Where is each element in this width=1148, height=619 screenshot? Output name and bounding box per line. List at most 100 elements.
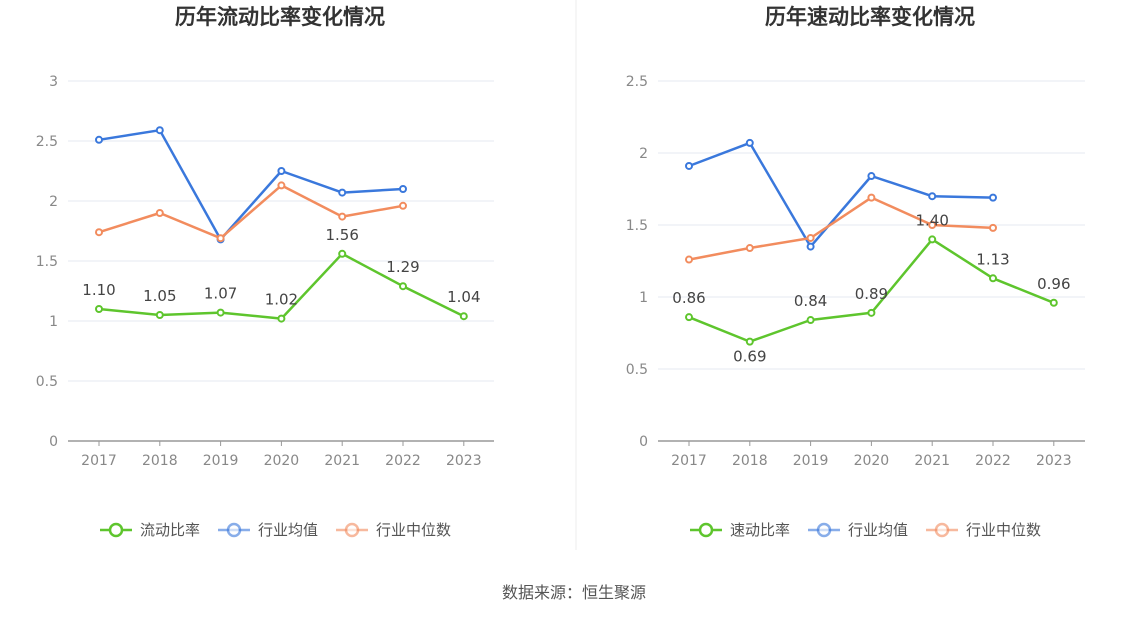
y-tick-label: 0: [49, 434, 58, 450]
series-line-2: [688, 196, 994, 261]
data-point: [459, 312, 468, 321]
data-label: 0.84: [794, 292, 827, 310]
y-tick-label: 1.5: [626, 218, 648, 234]
data-label: 0.89: [855, 285, 888, 303]
data-label: 1.07: [204, 285, 237, 303]
series-line-1: [688, 141, 994, 248]
data-point: [989, 193, 997, 202]
x-tick-label: 2018: [732, 453, 768, 469]
legend-label: 流动比率: [140, 521, 200, 539]
y-tick-label: 2.5: [36, 134, 58, 150]
data-point: [806, 242, 815, 251]
x-tick-label: 2023: [1036, 453, 1072, 469]
data-point: [216, 308, 225, 317]
data-point: [867, 172, 876, 181]
legend-label: 行业中位数: [966, 521, 1041, 539]
data-point: [155, 126, 164, 135]
data-label: 0.69: [733, 348, 766, 366]
legend-label: 行业均值: [848, 521, 908, 539]
data-point: [338, 188, 347, 197]
legend-swatch-marker: [816, 522, 832, 538]
series-line-2: [98, 184, 404, 240]
data-point: [928, 235, 937, 244]
data-point: [95, 228, 103, 237]
y-tick-label: 1: [49, 314, 58, 330]
legend-label: 速动比率: [730, 521, 790, 539]
y-tick-label: 2: [639, 146, 648, 162]
data-point: [745, 138, 754, 147]
current-ratio-chart: 历年流动比率变化情况 0 0.5 1 1.5 2 2.5 3 2017 2018 2019 2020…: [36, 5, 494, 539]
data-point: [806, 316, 815, 325]
legend-swatch-marker: [344, 522, 360, 538]
data-label: 1.40: [915, 211, 948, 229]
data-point: [928, 221, 937, 229]
data-label: 0.96: [1037, 275, 1070, 293]
x-tick-label: 2023: [446, 453, 482, 469]
legend-swatch-marker: [226, 522, 242, 538]
legend-label: 行业中位数: [376, 521, 451, 539]
legend-swatch-marker: [698, 522, 714, 538]
x-tick-label: 2019: [203, 453, 239, 469]
y-tick-label: 0: [639, 434, 648, 450]
data-point: [399, 282, 407, 291]
data-label: 0.86: [672, 289, 705, 307]
data-source-note: 数据来源：恒生聚源: [502, 583, 646, 602]
x-tick-label: 2020: [854, 453, 890, 469]
x-tick-label: 2021: [324, 453, 360, 469]
data-point: [745, 337, 754, 346]
y-tick-label: 0.5: [36, 374, 58, 390]
legend-label: 行业均值: [258, 521, 318, 539]
y-tick-label: 0.5: [626, 362, 648, 378]
x-tick-label: 2022: [385, 453, 421, 469]
quick-ratio-chart: 历年速动比率变化情况 0 0.5 1 1.5 2 2.5 2017 2018 2019 2020 2…: [626, 5, 1085, 539]
data-point: [685, 255, 693, 264]
y-tick-label: 3: [49, 74, 58, 90]
data-point: [745, 244, 754, 253]
data-point: [989, 274, 997, 283]
y-tick-label: 2: [49, 194, 58, 210]
data-point: [277, 181, 286, 190]
x-tick-label: 2020: [264, 453, 300, 469]
legend-swatch-marker: [108, 522, 124, 538]
data-label: 1.10: [82, 281, 115, 299]
x-tick-label: 2018: [142, 453, 178, 469]
data-point: [155, 311, 164, 319]
data-point: [867, 193, 876, 202]
data-point: [338, 249, 347, 258]
x-tick-label: 2017: [81, 453, 117, 469]
legend-swatch-marker: [934, 522, 950, 538]
data-point: [338, 212, 347, 221]
chart-title: 历年流动比率变化情况: [175, 5, 385, 29]
data-point: [216, 234, 225, 243]
data-point: [928, 192, 937, 201]
data-point: [685, 161, 693, 170]
x-tick-label: 2019: [793, 453, 829, 469]
x-tick-label: 2021: [914, 453, 950, 469]
data-point: [155, 209, 164, 217]
data-point: [95, 305, 103, 313]
y-tick-label: 1: [639, 290, 648, 306]
data-label: 1.13: [976, 250, 1009, 268]
data-label: 1.56: [325, 226, 358, 244]
data-point: [95, 135, 103, 144]
data-label: 1.05: [143, 287, 176, 305]
data-label: 1.04: [447, 288, 480, 306]
data-point: [277, 314, 286, 323]
y-tick-label: 2.5: [626, 74, 648, 90]
data-point: [867, 308, 876, 317]
y-tick-label: 1.5: [36, 254, 58, 270]
series-line-1: [98, 128, 404, 241]
data-point: [989, 223, 997, 232]
data-label: 1.29: [386, 258, 419, 276]
x-tick-label: 2017: [671, 453, 707, 469]
data-point: [685, 313, 693, 322]
data-point: [1049, 298, 1058, 307]
data-label: 1.02: [265, 291, 298, 309]
data-point: [399, 185, 407, 193]
chart-title: 历年速动比率变化情况: [765, 5, 975, 29]
data-point: [399, 201, 407, 210]
x-tick-label: 2022: [975, 453, 1011, 469]
data-point: [806, 233, 815, 242]
